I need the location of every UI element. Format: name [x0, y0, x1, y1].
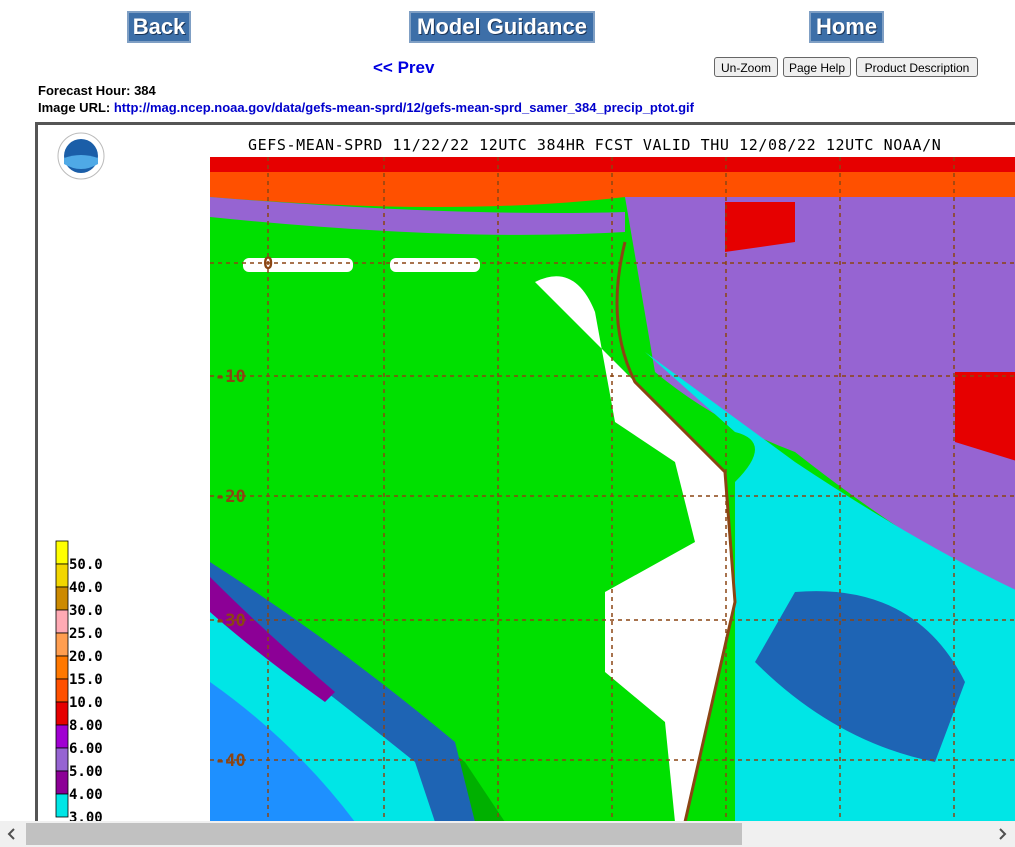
image-url-line: Image URL: http://mag.ncep.noaa.gov/data… [38, 100, 694, 115]
legend-label: 6.00 [69, 741, 103, 757]
legend-swatch [55, 655, 69, 680]
latitude-label: -40 [215, 751, 246, 771]
legend-label: 40.0 [69, 580, 103, 596]
legend-label: 4.00 [69, 787, 103, 803]
forecast-hour: Forecast Hour: 384 [38, 83, 156, 98]
legend-label: 5.00 [69, 764, 103, 780]
unzoom-button[interactable]: Un-Zoom [714, 57, 778, 77]
legend-label: 3.00 [69, 810, 103, 821]
home-button[interactable]: Home [809, 11, 884, 43]
legend-swatch [55, 678, 69, 703]
model-guidance-button[interactable]: Model Guidance [409, 11, 595, 43]
image-url[interactable]: http://mag.ncep.noaa.gov/data/gefs-mean-… [113, 100, 694, 115]
legend-swatch [55, 724, 69, 749]
forecast-map: GEFS-MEAN-SPRD 11/22/22 12UTC 384HR FCST… [35, 122, 1015, 821]
latitude-label: -10 [215, 367, 246, 387]
map-title: GEFS-MEAN-SPRD 11/22/22 12UTC 384HR FCST… [248, 136, 941, 154]
horizontal-scrollbar[interactable] [0, 821, 1015, 847]
legend-swatch [55, 609, 69, 634]
legend-label: 30.0 [69, 603, 103, 619]
legend-swatch [55, 586, 69, 611]
legend-label: 25.0 [69, 626, 103, 642]
back-button[interactable]: Back [127, 11, 191, 43]
legend-label: 20.0 [69, 649, 103, 665]
legend-swatch [55, 747, 69, 772]
noaa-logo-wave [64, 155, 98, 169]
page-help-button[interactable]: Page Help [783, 57, 851, 77]
legend-swatch [55, 701, 69, 726]
prev-link[interactable]: << Prev [373, 58, 435, 77]
latitude-label: 0 [263, 254, 273, 274]
legend-swatch [55, 563, 69, 588]
legend-label: 10.0 [69, 695, 103, 711]
legend-swatch [55, 632, 69, 657]
scroll-thumb[interactable] [26, 823, 742, 845]
legend-label: 8.00 [69, 718, 103, 734]
legend-swatch [55, 793, 69, 818]
map-grid [210, 157, 1015, 821]
scroll-arrows [7, 828, 1007, 840]
legend-label: 15.0 [69, 672, 103, 688]
legend-swatch [55, 540, 69, 565]
latitude-label: -30 [215, 611, 246, 631]
precip-field [210, 157, 1015, 821]
legend-label: 50.0 [69, 557, 103, 573]
product-description-button[interactable]: Product Description [856, 57, 978, 77]
image-url-label: Image URL: [38, 100, 111, 115]
legend-swatch [55, 770, 69, 795]
latitude-label: -20 [215, 487, 246, 507]
